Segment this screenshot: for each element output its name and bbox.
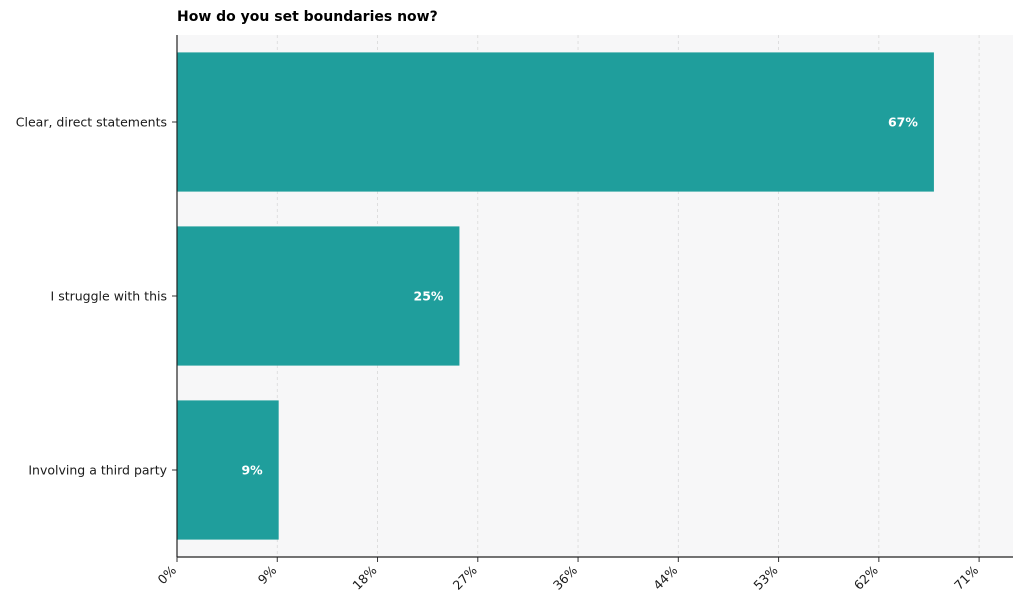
bars [177, 52, 934, 540]
bar-value-label: 25% [414, 289, 444, 304]
x-tick-label: 71% [951, 562, 981, 592]
bar [177, 52, 934, 192]
x-tick-label: 62% [851, 562, 881, 592]
bar-value-label: 67% [888, 115, 918, 130]
category-label: Involving a third party [28, 463, 167, 478]
bar [177, 226, 460, 366]
x-tick-label: 53% [750, 562, 780, 592]
x-tick-label: 36% [550, 562, 580, 592]
x-tick-label: 18% [349, 562, 379, 592]
chart-title: How do you set boundaries now? [177, 9, 438, 25]
x-tick-label: 44% [650, 562, 680, 592]
x-tick-label: 0% [154, 562, 179, 587]
x-tick-label: 27% [450, 562, 480, 592]
bar [177, 400, 279, 540]
x-tick-label: 9% [255, 562, 280, 587]
category-label: I struggle with this [51, 289, 167, 304]
axes [172, 35, 1013, 562]
bar-value-label: 9% [241, 463, 263, 478]
category-label: Clear, direct statements [16, 115, 167, 130]
